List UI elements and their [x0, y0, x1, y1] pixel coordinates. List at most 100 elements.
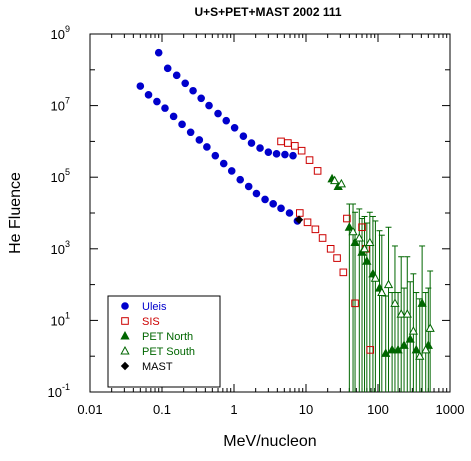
data-point: [136, 82, 145, 90]
data-point: [297, 146, 306, 155]
data-point: [408, 326, 419, 335]
data-point: [405, 334, 415, 343]
data-point: [366, 346, 375, 354]
data-point: [411, 344, 421, 354]
data-point: [399, 340, 409, 349]
data-point: [144, 91, 153, 99]
legend-marker: [121, 317, 129, 325]
legend-marker: [120, 330, 130, 340]
y-axis-label: He Fluence: [7, 172, 24, 254]
data-point: [186, 128, 195, 137]
data-point: [285, 209, 294, 217]
x-tick-label: 100: [367, 402, 389, 417]
data-point: [421, 344, 431, 354]
data-point: [227, 167, 236, 175]
data-marks: [136, 48, 435, 360]
tick-labels: 0.01 0.1 1 10 100 1000 10-1 101 103 105 107 109: [48, 24, 465, 417]
data-point: [161, 104, 169, 112]
data-point: [178, 120, 186, 129]
y-tick-label: 107: [51, 96, 70, 114]
data-point: [277, 137, 285, 146]
data-point: [339, 268, 348, 277]
data-point: [354, 232, 364, 242]
x-tick-label: 1000: [436, 402, 465, 417]
data-point: [359, 243, 370, 253]
legend-label: PET North: [142, 331, 193, 343]
data-point: [154, 48, 163, 57]
data-point: [344, 222, 354, 231]
ticks: [89, 33, 451, 393]
legend-label: MAST: [142, 361, 173, 373]
y-tick-label: 109: [51, 24, 70, 42]
data-point: [281, 150, 289, 159]
data-point: [239, 132, 248, 140]
data-point: [333, 254, 341, 262]
data-point: [211, 151, 220, 160]
y-tick-label: 10-1: [48, 382, 70, 400]
data-point: [269, 200, 277, 208]
data-point: [390, 298, 400, 307]
data-point: [289, 151, 297, 160]
data-point: [214, 109, 222, 118]
data-point: [313, 167, 322, 175]
data-point: [247, 139, 256, 147]
legend-marker: [120, 361, 130, 371]
data-point: [230, 123, 239, 132]
data-point: [205, 101, 213, 110]
data-point: [261, 195, 269, 204]
legend: Uleis SIS PET North PET South MAST: [107, 295, 221, 388]
legend-label: Uleis: [142, 301, 167, 313]
data-point: [303, 218, 312, 227]
legend-marker: [121, 302, 129, 310]
x-tick-label: 0.1: [153, 402, 171, 417]
data-point: [365, 237, 375, 246]
data-point: [222, 116, 231, 125]
data-point: [163, 64, 172, 73]
data-point: [326, 245, 335, 253]
data-point: [256, 144, 264, 152]
data-point: [362, 256, 372, 265]
data-point: [305, 156, 314, 164]
data-point: [415, 351, 425, 360]
data-point: [169, 112, 178, 121]
data-point: [381, 348, 391, 357]
data-point: [417, 298, 427, 307]
x-tick-label: 10: [299, 402, 313, 417]
y-tick-label: 103: [51, 239, 70, 257]
data-point: [348, 226, 358, 236]
data-point: [203, 143, 211, 151]
data-point: [343, 214, 351, 223]
legend-label: PET South: [142, 346, 195, 358]
data-point: [252, 189, 261, 198]
error-bars: [346, 203, 434, 392]
data-point: [336, 178, 347, 188]
legend-label: SIS: [142, 316, 160, 328]
data-point: [172, 71, 181, 80]
data-point: [351, 299, 359, 308]
data-point: [387, 344, 397, 354]
data-point: [318, 234, 327, 242]
y-tick-label: 101: [51, 310, 70, 328]
data-point: [219, 159, 228, 168]
data-point: [236, 175, 245, 184]
data-point: [264, 148, 273, 156]
data-point: [195, 136, 204, 144]
data-point: [295, 209, 304, 217]
data-point: [358, 223, 366, 232]
data-point: [402, 309, 412, 318]
data-point: [330, 175, 340, 185]
x-tick-label: 0.01: [77, 402, 102, 417]
data-point: [197, 94, 205, 103]
data-point: [311, 225, 320, 234]
data-point: [350, 237, 360, 246]
data-point: [393, 344, 403, 354]
data-point: [189, 86, 197, 95]
data-point: [396, 309, 406, 318]
data-point: [244, 182, 253, 191]
legend-marker: [120, 345, 130, 355]
data-point: [377, 287, 387, 297]
chart-title: U+S+PET+MAST 2002 111: [194, 5, 341, 19]
x-tick-label: 1: [230, 402, 237, 417]
data-point: [181, 79, 189, 88]
